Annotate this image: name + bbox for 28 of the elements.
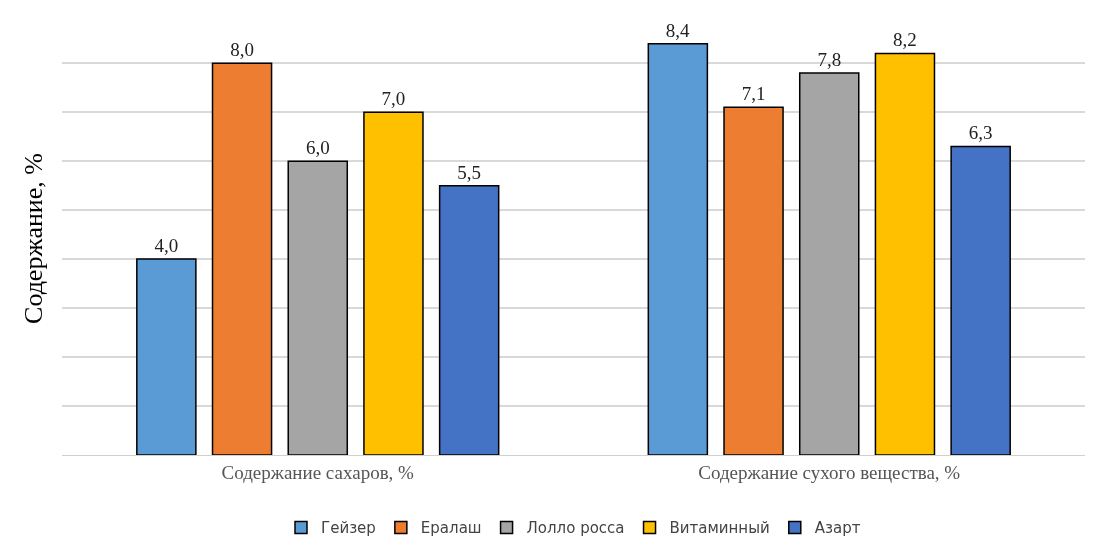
data-label: 7,1 [741, 83, 766, 105]
data-label: 7,8 [817, 49, 842, 71]
data-label: 4,0 [154, 235, 179, 257]
bar [136, 258, 197, 455]
legend-label: Лолло росса [526, 519, 625, 538]
bar [723, 106, 784, 455]
data-label: 6,0 [305, 137, 330, 159]
data-label: 8,4 [665, 19, 690, 41]
bar [438, 184, 500, 455]
x-tick-label: Содержание сухого вещества, % [698, 461, 961, 483]
bar [287, 160, 349, 455]
data-label: 8,2 [893, 29, 917, 51]
legend-label: Азарт [814, 519, 861, 538]
bar [363, 111, 424, 455]
legend-label: Ералаш [420, 519, 482, 538]
bar [647, 42, 709, 455]
x-tick-label: Содержание сахаров, % [221, 461, 415, 483]
bar [211, 62, 273, 455]
y-axis-title: Содержание, % [19, 153, 49, 324]
legend-label: Витаминный [669, 519, 770, 538]
bar [950, 145, 1011, 455]
legend-label: Гейзер [321, 519, 376, 538]
bar [874, 52, 936, 455]
data-label: 6,3 [968, 122, 993, 144]
data-label: 5,5 [457, 161, 482, 183]
bar [798, 72, 860, 455]
data-label: 7,0 [381, 88, 406, 110]
data-label: 8,0 [230, 39, 254, 61]
